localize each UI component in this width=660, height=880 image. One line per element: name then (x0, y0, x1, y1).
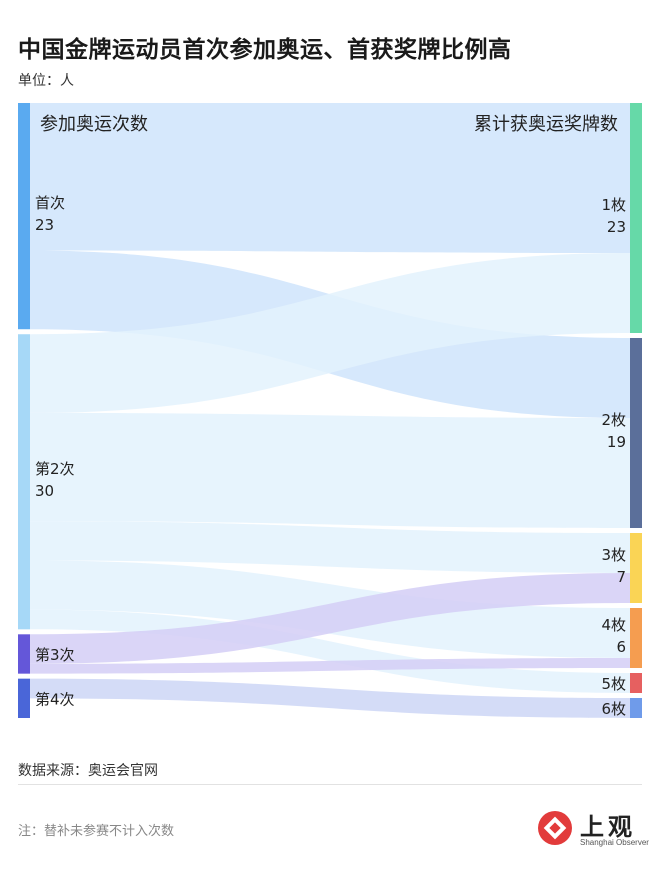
unit-label: 单位：人 (18, 73, 74, 89)
right-node-label: 5枚 (601, 675, 626, 693)
sankey-link (30, 521, 630, 573)
chart-title: 中国金牌运动员首次参加奥运、首获奖牌比例高 (18, 37, 512, 63)
right-node-bar (630, 698, 642, 718)
left-node-label: 第2次 (35, 460, 75, 478)
right-node-label: 6枚 (601, 700, 626, 718)
sankey-link (30, 253, 630, 413)
right-node-bar (630, 673, 642, 693)
logo-english: Shanghai Observer (580, 838, 649, 847)
sankey-link (30, 678, 630, 718)
right-node-bar (630, 338, 642, 528)
right-column-header: 累计获奥运奖牌数 (474, 114, 618, 135)
footnote: 注：替补未参赛不计入次数 (18, 824, 175, 839)
right-node-value: 19 (607, 433, 626, 451)
left-column-header: 参加奥运次数 (40, 114, 148, 135)
left-node-label: 首次 (35, 194, 65, 212)
right-node-value: 23 (607, 218, 626, 236)
shanghai-observer-logo-icon (538, 811, 572, 845)
left-node-bar (18, 334, 30, 630)
left-node-bar (18, 103, 30, 330)
right-node-value: 7 (616, 568, 626, 586)
right-node-bar (630, 533, 642, 603)
right-node-label: 3枚 (601, 546, 626, 564)
sankey-link (30, 412, 630, 528)
right-node-label: 1枚 (601, 196, 626, 214)
right-node-label: 2枚 (601, 411, 626, 429)
right-node-label: 4枚 (601, 616, 626, 634)
right-node-bar (630, 608, 642, 668)
logo-name: 上观 (580, 812, 636, 841)
right-node-bar (630, 103, 642, 333)
sankey-links (30, 103, 630, 718)
left-node-bar (18, 678, 30, 718)
left-node-label: 第3次 (35, 646, 75, 664)
left-node-label: 第4次 (35, 690, 75, 708)
left-node-value: 23 (35, 216, 54, 234)
sankey-link (30, 573, 630, 664)
sankey-link (30, 103, 630, 253)
brand-logo: 上观 Shanghai Observer (536, 807, 649, 855)
data-source: 数据来源：奥运会官网 (18, 763, 158, 779)
divider (18, 784, 642, 785)
left-node-bar (18, 634, 30, 674)
left-node-value: 30 (35, 482, 54, 500)
sankey-link (30, 658, 630, 674)
right-node-value: 6 (616, 638, 626, 656)
